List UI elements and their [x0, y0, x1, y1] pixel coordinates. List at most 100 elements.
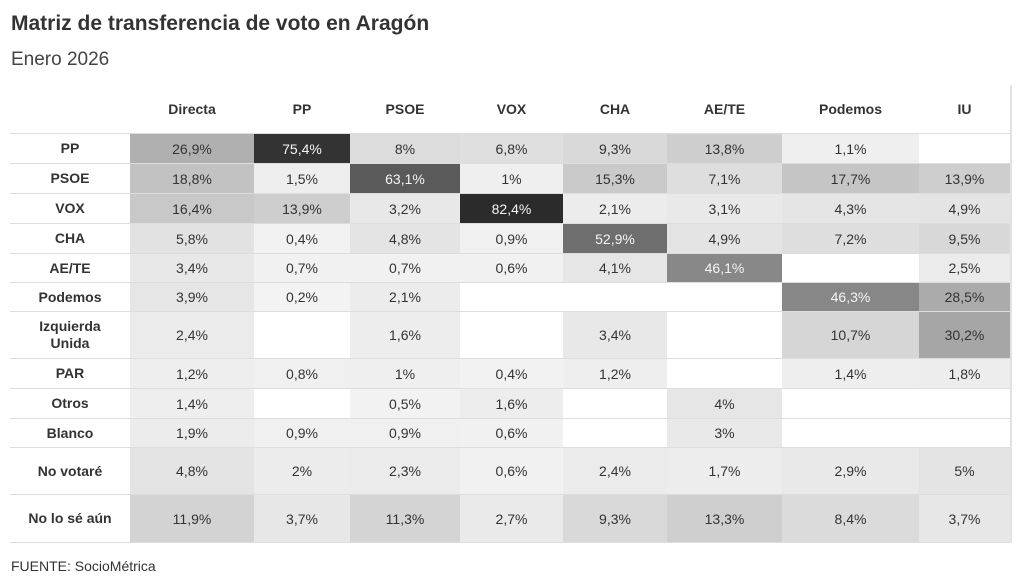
matrix-cell: 1,9%	[130, 418, 254, 448]
row-header: PP	[10, 133, 130, 164]
table-row: No lo sé aún 11,9% 3,7% 11,3% 2,7% 9,3% 13,3% 8…	[10, 494, 1010, 543]
row-header: PAR	[10, 358, 130, 389]
matrix-cell: 0,7%	[254, 253, 350, 283]
matrix-cell: 1,2%	[130, 358, 254, 389]
matrix-cell: 0,6%	[460, 418, 563, 448]
matrix-cell: 0,7%	[350, 253, 460, 283]
column-header: PP	[254, 85, 350, 134]
matrix-cell: 9,3%	[563, 133, 667, 164]
table-row: CHA 5,8% 0,4% 4,8% 0,9% 52,9% 4,9% 7,2% 9,5%	[10, 223, 1010, 254]
matrix-cell: 1,4%	[782, 358, 919, 389]
row-header: No lo sé aún	[10, 494, 130, 543]
matrix-cell: 3,1%	[667, 193, 782, 224]
matrix-cell: 6,8%	[460, 133, 563, 164]
matrix-cell: 7,1%	[667, 163, 782, 194]
matrix-cell	[460, 311, 563, 359]
matrix-cell: 5,8%	[130, 223, 254, 254]
table-row: AE/TE 3,4% 0,7% 0,7% 0,6% 4,1% 46,1% 2,5%	[10, 253, 1010, 283]
matrix-cell: 1,1%	[782, 133, 919, 164]
matrix-cell: 1,6%	[460, 388, 563, 419]
matrix-cell: 1,7%	[667, 447, 782, 495]
matrix-cell: 3,9%	[130, 282, 254, 312]
matrix-cell: 10,7%	[782, 311, 919, 359]
matrix-cell: 9,3%	[563, 494, 667, 543]
matrix-cell: 0,5%	[350, 388, 460, 419]
matrix-cell: 4,8%	[350, 223, 460, 254]
table-row: Otros 1,4% 0,5% 1,6% 4%	[10, 388, 1010, 419]
matrix-cell: 1,4%	[130, 388, 254, 419]
row-header: Blanco	[10, 418, 130, 448]
header-row: Directa PP PSOE VOX CHA AE/TE Podemos IU	[10, 85, 1010, 134]
matrix-cell: 26,9%	[130, 133, 254, 164]
matrix-cell: 52,9%	[563, 223, 667, 254]
table-row: No votaré 4,8% 2% 2,3% 0,6% 2,4% 1,7% 2,9% 5%	[10, 447, 1010, 495]
matrix-cell: 4,9%	[919, 193, 1010, 224]
matrix-cell: 4,1%	[563, 253, 667, 283]
matrix-cell	[460, 282, 563, 312]
matrix-cell: 8%	[350, 133, 460, 164]
matrix-cell: 63,1%	[350, 163, 460, 194]
matrix-cell: 46,1%	[667, 253, 782, 283]
matrix-cell: 1,2%	[563, 358, 667, 389]
matrix-cell: 4%	[667, 388, 782, 419]
matrix-cell: 15,3%	[563, 163, 667, 194]
matrix-cell: 1%	[460, 163, 563, 194]
matrix-cell: 1%	[350, 358, 460, 389]
matrix-cell	[563, 282, 667, 312]
matrix-cell: 13,3%	[667, 494, 782, 543]
matrix-cell: 2,4%	[563, 447, 667, 495]
matrix-cell: 0,8%	[254, 358, 350, 389]
matrix-cell	[782, 418, 919, 448]
matrix-cell: 1,8%	[919, 358, 1010, 389]
column-header: IU	[919, 85, 1010, 134]
matrix-cell	[919, 418, 1010, 448]
matrix-cell: 13,9%	[254, 193, 350, 224]
matrix-cell	[563, 418, 667, 448]
matrix-cell: 46,3%	[782, 282, 919, 312]
matrix-cell: 3,4%	[130, 253, 254, 283]
matrix-cell: 4,9%	[667, 223, 782, 254]
matrix-cell: 16,4%	[130, 193, 254, 224]
matrix-cell	[667, 358, 782, 389]
matrix-cell	[254, 311, 350, 359]
matrix-cell: 0,9%	[254, 418, 350, 448]
matrix-cell: 11,3%	[350, 494, 460, 543]
matrix-cell: 2,5%	[919, 253, 1010, 283]
matrix-cell: 0,4%	[254, 223, 350, 254]
row-header: Izquierda Unida	[10, 311, 130, 359]
matrix-cell	[254, 388, 350, 419]
table-row: PAR 1,2% 0,8% 1% 0,4% 1,2% 1,4% 1,8%	[10, 358, 1010, 389]
matrix-cell: 0,4%	[460, 358, 563, 389]
column-header: AE/TE	[667, 85, 782, 134]
chart-title: Matriz de transferencia de voto en Aragó…	[11, 12, 430, 35]
matrix-cell: 1,5%	[254, 163, 350, 194]
row-header: VOX	[10, 193, 130, 224]
matrix-cell: 4,8%	[130, 447, 254, 495]
column-header: VOX	[460, 85, 563, 134]
table-row: Podemos 3,9% 0,2% 2,1% 46,3% 28,5%	[10, 282, 1010, 312]
matrix-cell: 3%	[667, 418, 782, 448]
row-header: AE/TE	[10, 253, 130, 283]
column-header: CHA	[563, 85, 667, 134]
matrix-cell: 0,9%	[350, 418, 460, 448]
matrix-cell: 1,6%	[350, 311, 460, 359]
table-row: VOX 16,4% 13,9% 3,2% 82,4% 2,1% 3,1% 4,3% 4,9%	[10, 193, 1010, 224]
matrix-cell: 28,5%	[919, 282, 1010, 312]
matrix-cell: 75,4%	[254, 133, 350, 164]
corner-cell	[10, 85, 130, 134]
chart-subtitle: Enero 2026	[11, 49, 110, 70]
matrix-cell: 0,6%	[460, 447, 563, 495]
row-header: CHA	[10, 223, 130, 254]
table-row: PSOE 18,8% 1,5% 63,1% 1% 15,3% 7,1% 17,7% 13,9%	[10, 163, 1010, 194]
table-row: Izquierda Unida 2,4% 1,6% 3,4% 10,7% 30,2%	[10, 311, 1010, 359]
matrix-cell	[667, 311, 782, 359]
matrix-cell: 2,7%	[460, 494, 563, 543]
matrix-cell: 0,2%	[254, 282, 350, 312]
matrix-cell	[919, 388, 1010, 419]
matrix-cell: 3,2%	[350, 193, 460, 224]
row-header: Podemos	[10, 282, 130, 312]
matrix-cell	[667, 282, 782, 312]
source-note: FUENTE: SocioMétrica	[11, 558, 156, 574]
column-header: Podemos	[782, 85, 919, 134]
table-row: Blanco 1,9% 0,9% 0,9% 0,6% 3%	[10, 418, 1010, 448]
